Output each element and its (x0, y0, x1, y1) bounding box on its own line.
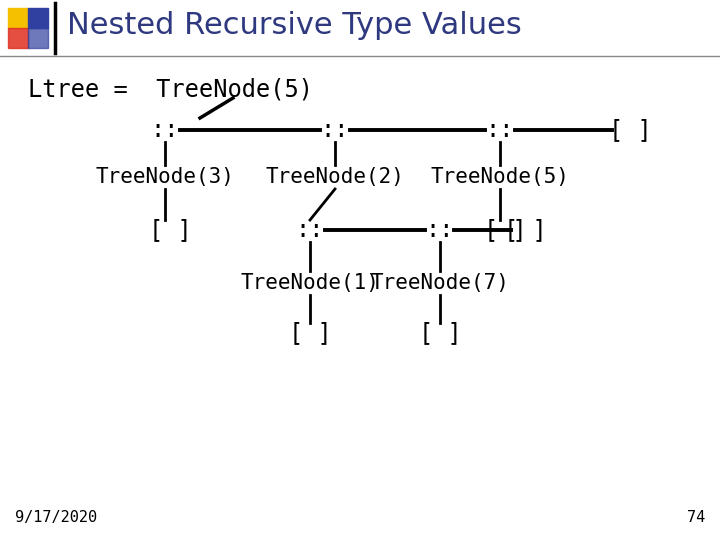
Text: TreeNode(1): TreeNode(1) (240, 273, 379, 293)
Text: [ ]: [ ] (503, 218, 546, 242)
Text: 74: 74 (687, 510, 705, 525)
Text: ::: :: (486, 118, 514, 142)
Bar (8, 8, 28, 28)
Bar (28, 28, 48, 48)
Text: [ ]: [ ] (608, 118, 652, 142)
Text: [ ]: [ ] (148, 218, 192, 242)
Text: TreeNode(7): TreeNode(7) (371, 273, 510, 293)
Text: [ ]: [ ] (289, 321, 331, 345)
Text: ::: :: (296, 218, 324, 242)
Text: Nested Recursive Type Values: Nested Recursive Type Values (67, 11, 522, 40)
Text: TreeNode(3): TreeNode(3) (96, 167, 235, 187)
Text: [ ]: [ ] (418, 321, 462, 345)
Text: [ ]: [ ] (484, 218, 526, 242)
Text: ::: :: (320, 118, 349, 142)
Text: ::: :: (426, 218, 454, 242)
Text: ::: :: (150, 118, 179, 142)
Text: Ltree =  TreeNode(5): Ltree = TreeNode(5) (28, 78, 313, 102)
Bar (8, 28, 28, 48)
Text: TreeNode(5): TreeNode(5) (431, 167, 570, 187)
Text: TreeNode(2): TreeNode(2) (266, 167, 405, 187)
Text: 9/17/2020: 9/17/2020 (15, 510, 97, 525)
Bar (28, 8, 48, 28)
